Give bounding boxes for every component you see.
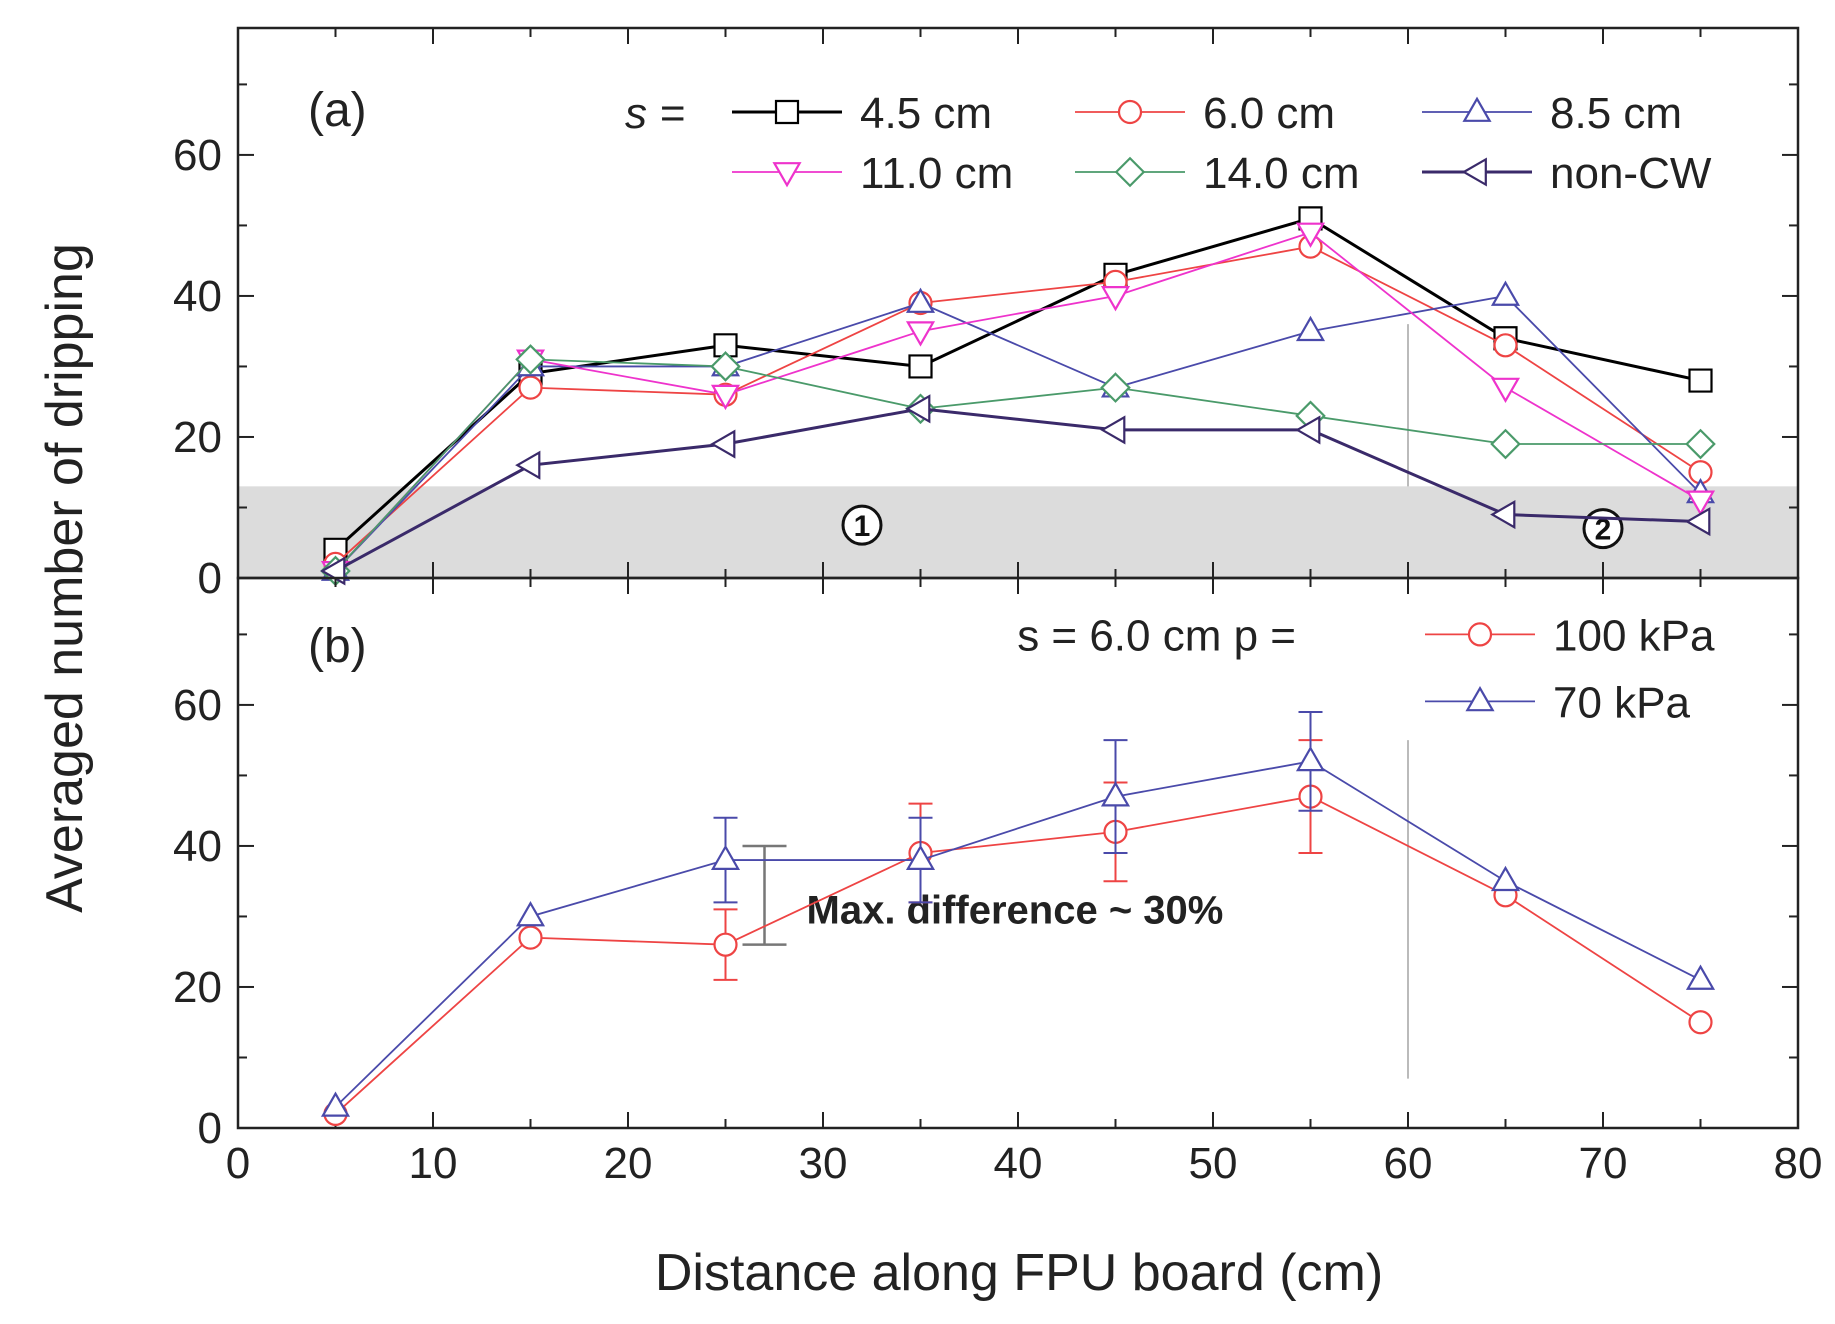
panel-b: 0 20 40 60 (b) Max. difference ~ 30% s = 6.0 c… bbox=[173, 576, 1800, 1153]
data-point bbox=[1685, 507, 1711, 537]
legend-marker bbox=[1461, 157, 1487, 187]
region-marker-label: 2 bbox=[1595, 514, 1612, 547]
data-point bbox=[1490, 499, 1516, 530]
data-point bbox=[710, 351, 741, 382]
data-point bbox=[1100, 415, 1126, 445]
legend-marker bbox=[772, 162, 802, 188]
panel-a: 0 20 40 60 (a) 1 2 s = 4.5 cm 6.0 cm 8.5 cm 11.0 cm… bbox=[173, 26, 1800, 603]
series-line bbox=[334, 294, 1702, 572]
x-tick-label: 70 bbox=[1579, 1139, 1628, 1188]
data-point bbox=[515, 344, 546, 375]
y-tick-label: 20 bbox=[173, 963, 222, 1012]
data-point bbox=[713, 932, 738, 957]
data-point bbox=[1490, 280, 1521, 306]
region-marker-label: 1 bbox=[854, 510, 871, 543]
data-point bbox=[908, 354, 933, 379]
data-point bbox=[518, 375, 543, 400]
x-tick-label: 80 bbox=[1774, 1139, 1823, 1188]
data-point bbox=[905, 321, 936, 347]
data-point bbox=[1100, 781, 1131, 807]
data-point bbox=[1688, 1010, 1713, 1035]
y-tick-label: 0 bbox=[198, 1104, 222, 1153]
x-tick-label: 50 bbox=[1189, 1139, 1238, 1188]
data-point bbox=[320, 1091, 351, 1117]
legend-marker bbox=[1117, 99, 1143, 125]
legend-marker bbox=[774, 99, 800, 125]
region-marker-circle bbox=[841, 504, 883, 546]
legend-entry: 8.5 cm bbox=[1550, 89, 1682, 138]
y-axis-title: Averaged number of dripping bbox=[36, 243, 94, 913]
data-point bbox=[710, 384, 741, 411]
legend-entry: 4.5 cm bbox=[860, 89, 992, 138]
legend: s = 4.5 cm 6.0 cm 8.5 cm 11.0 cm 14.0 cm non-C… bbox=[625, 89, 1712, 198]
data-point bbox=[515, 450, 541, 480]
series-line bbox=[334, 795, 1701, 1115]
y-tick-label: 60 bbox=[173, 681, 222, 730]
x-tick-label: 0 bbox=[226, 1139, 250, 1188]
data-point bbox=[1295, 222, 1326, 248]
y-tick-label: 0 bbox=[198, 554, 222, 603]
data-point bbox=[1100, 286, 1131, 312]
series-line bbox=[334, 358, 1701, 572]
panel-label: (a) bbox=[308, 84, 367, 137]
data-point bbox=[1295, 415, 1321, 445]
series-line bbox=[334, 231, 1701, 572]
data-point bbox=[1295, 315, 1326, 342]
legend-marker bbox=[1467, 622, 1493, 647]
data-point bbox=[1685, 490, 1716, 516]
legend-marker bbox=[1462, 96, 1492, 122]
x-tick-label: 30 bbox=[799, 1139, 848, 1188]
data-point bbox=[905, 844, 936, 870]
legend-entry: 14.0 cm bbox=[1203, 149, 1360, 198]
x-axis-title: Distance along FPU board (cm) bbox=[655, 1244, 1383, 1302]
x-tick-label: 20 bbox=[604, 1139, 653, 1188]
legend: s = 6.0 cm p = 100 kPa 70 kPa bbox=[1017, 611, 1715, 727]
data-point bbox=[1490, 865, 1521, 892]
data-point bbox=[515, 901, 546, 927]
y-tick-label: 20 bbox=[173, 413, 222, 462]
legend-entry: 70 kPa bbox=[1553, 678, 1691, 727]
data-point bbox=[905, 394, 931, 424]
y-tick-label: 40 bbox=[173, 822, 222, 871]
data-point bbox=[1295, 745, 1326, 772]
data-point bbox=[1493, 333, 1518, 358]
legend-prefix: s = bbox=[625, 89, 685, 138]
legend-entry: 100 kPa bbox=[1553, 611, 1715, 660]
x-tick-label: 40 bbox=[994, 1139, 1043, 1188]
x-tick-label: 10 bbox=[409, 1139, 458, 1188]
y-tick-label: 60 bbox=[173, 131, 222, 180]
data-point bbox=[713, 333, 738, 358]
series-100-kpa bbox=[323, 739, 1713, 1126]
legend-entry: non-CW bbox=[1550, 149, 1712, 198]
data-point bbox=[1490, 428, 1521, 460]
series-line bbox=[334, 245, 1701, 565]
data-point bbox=[710, 429, 736, 459]
y-tick-label: 40 bbox=[173, 272, 222, 321]
data-point bbox=[518, 925, 543, 950]
plot-frame bbox=[236, 576, 1800, 1130]
data-point bbox=[1100, 372, 1131, 403]
data-point bbox=[710, 844, 741, 870]
series-line bbox=[334, 216, 1701, 551]
series-line bbox=[334, 760, 1701, 1108]
series-70-kpa bbox=[320, 710, 1716, 1117]
data-point bbox=[1490, 377, 1521, 404]
x-tick-label: 60 bbox=[1384, 1139, 1433, 1188]
data-point bbox=[1685, 428, 1716, 460]
annotation-text: Max. difference ~ 30% bbox=[807, 888, 1224, 932]
legend-entry: 11.0 cm bbox=[860, 149, 1013, 198]
data-point bbox=[905, 287, 936, 313]
data-point bbox=[1688, 368, 1713, 393]
legend-marker bbox=[1465, 685, 1495, 712]
legend-marker bbox=[1114, 156, 1146, 188]
legend-entry: 6.0 cm bbox=[1203, 89, 1335, 138]
panel-label: (b) bbox=[308, 620, 367, 673]
series-line bbox=[334, 407, 1701, 573]
data-point bbox=[1685, 964, 1716, 990]
legend-prefix: s = 6.0 cm p = bbox=[1017, 611, 1296, 660]
